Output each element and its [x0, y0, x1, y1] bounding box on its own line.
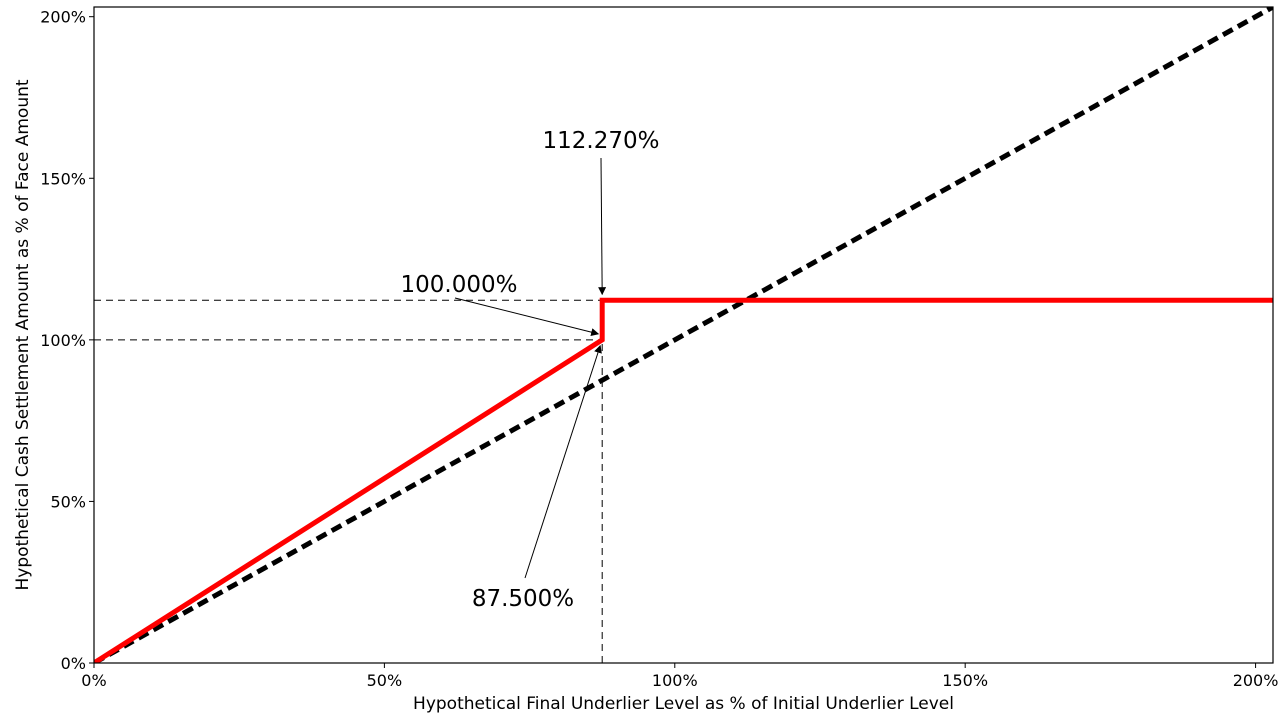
- annotation-label: 112.270%: [543, 128, 660, 154]
- reference-lines: [94, 299, 603, 663]
- y-tick-label: 100%: [40, 331, 86, 350]
- y-tick-label: 200%: [40, 8, 86, 27]
- x-axis-label: Hypothetical Final Underlier Level as % …: [413, 694, 954, 714]
- annotation-label: 100.000%: [401, 272, 518, 298]
- series-line-underlier: [94, 7, 1273, 663]
- annotation-arrow: [524, 344, 602, 579]
- annotations: 112.270% 100.000% 87.500%: [401, 128, 660, 612]
- y-tick-label: 50%: [50, 492, 86, 511]
- annotation-label: 87.500%: [472, 586, 574, 612]
- x-tick-label: 0%: [81, 671, 106, 690]
- annotation-arrow: [454, 297, 600, 337]
- axis-ticks: 0% 50% 100% 150% 200% 0% 50% 100% 150% 200%: [40, 8, 1278, 690]
- series-line-payoff: [94, 297, 1273, 663]
- y-axis-label: Hypothetical Cash Settlement Amount as %…: [13, 79, 33, 590]
- x-tick-label: 200%: [1233, 671, 1279, 690]
- series-layer: [94, 7, 1273, 663]
- x-tick-label: 150%: [942, 671, 988, 690]
- annotation-arrow: [598, 157, 607, 296]
- y-tick-label: 0%: [61, 654, 86, 673]
- plot-frame: [93, 6, 1274, 664]
- y-tick-label: 150%: [40, 169, 86, 188]
- x-tick-label: 100%: [652, 671, 698, 690]
- x-tick-label: 50%: [367, 671, 403, 690]
